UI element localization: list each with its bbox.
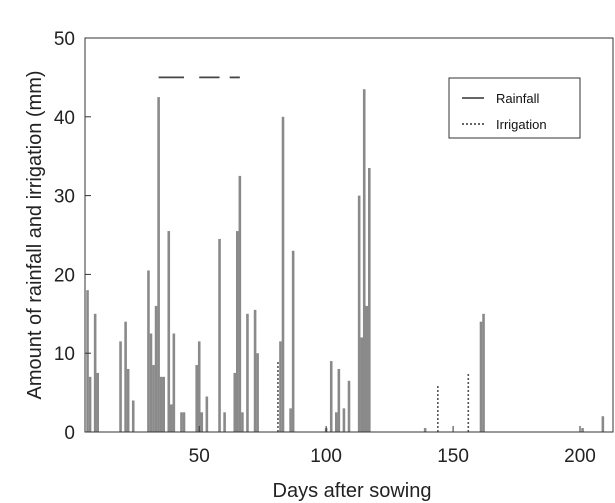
rainfall-bar [93, 313, 97, 432]
rainfall-bar [233, 372, 237, 432]
y-tick-label: 0 [64, 423, 75, 444]
rainfall-bar [241, 412, 244, 432]
rainfall-bar [126, 368, 130, 432]
rainfall-bar [289, 408, 292, 432]
rainfall-bar [157, 97, 160, 432]
y-tick-label: 10 [54, 344, 75, 365]
rainfall-bar [253, 309, 257, 432]
rainfall-bar [423, 428, 427, 432]
axes: 0 10 20 30 40 50 50 100 150 200 [54, 29, 614, 467]
rainfall-bar [149, 333, 153, 432]
y-tick-label: 40 [54, 108, 75, 129]
rainfall-bar [197, 341, 201, 432]
rainfall-bar [256, 353, 259, 432]
plot-frame [84, 37, 614, 433]
rainfall-bar [195, 365, 198, 432]
rainfall-bar [154, 305, 158, 432]
rainfall-bar [180, 412, 183, 432]
y-tick-label: 20 [54, 265, 75, 286]
legend-box [448, 77, 581, 139]
rainfall-bar [337, 368, 341, 432]
y-axis-title: Amount of rainfall and irrigation (mm) [24, 70, 46, 399]
rainfall-bar [131, 400, 135, 432]
rainfall-bar [236, 231, 239, 432]
rainfall-bar [482, 313, 485, 432]
rainfall-bar [162, 376, 165, 432]
rainfall-bar [335, 412, 338, 432]
rainfall-bar [124, 321, 127, 432]
rainfall-bar [291, 250, 295, 432]
rainfall-bar [479, 321, 483, 432]
rainfall-bar [172, 333, 176, 432]
rainfall-bar [329, 361, 333, 432]
rainfall-bar [357, 195, 361, 432]
rainfall-bar [279, 341, 282, 432]
rainfall-bar [365, 305, 369, 432]
legend-rainfall-label: Rainfall [496, 91, 539, 106]
rainfall-bar [342, 408, 346, 432]
rainfall-bar [246, 313, 249, 432]
x-axis-title: Days after sowing [273, 480, 432, 502]
x-tick-label: 150 [437, 446, 469, 467]
rainfall-bar [205, 396, 209, 432]
rainfall-bar [223, 412, 226, 432]
rainfall-bar [360, 337, 363, 432]
rainfall-bar [200, 412, 204, 432]
y-tick-label: 50 [54, 29, 75, 50]
legend: Rainfall Irrigation [448, 77, 581, 139]
rainfall-bar [170, 404, 173, 432]
rainfall-bar [152, 365, 155, 432]
x-tick-label: 200 [564, 446, 596, 467]
x-tick-label: 100 [310, 446, 342, 467]
rainfall-bar [86, 290, 89, 432]
x-tick-label: 50 [189, 446, 210, 467]
legend-irrigation-label: Irrigation [496, 117, 547, 132]
rainfall-bar [238, 175, 242, 432]
rainfall-bar [281, 116, 285, 433]
rainfall-bar [368, 168, 371, 432]
rainfall-bar [119, 341, 122, 432]
y-tick-label: 30 [54, 187, 75, 208]
rainfall-bar [88, 376, 92, 432]
rainfall-bar [581, 428, 584, 432]
rainfall-bar [362, 89, 366, 432]
rainfall-bar [347, 380, 351, 432]
rainfall-bar [96, 372, 99, 432]
rainfall-bar [218, 238, 221, 432]
rainfall-bar [182, 412, 186, 432]
rainfall-bar [601, 416, 605, 432]
rainfall-bar [159, 376, 163, 432]
rainfall-bar [167, 231, 171, 432]
rainfall-bar [147, 270, 150, 432]
